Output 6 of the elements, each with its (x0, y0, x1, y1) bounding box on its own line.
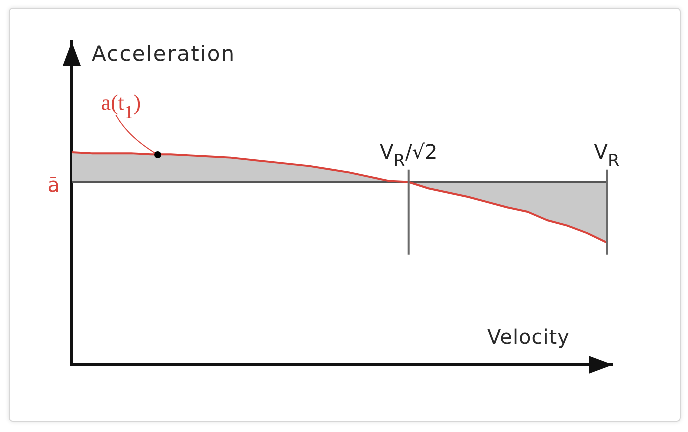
series-label: ā (48, 173, 60, 198)
x-tick-label: V$_{R}$ (594, 140, 620, 172)
x-axis-title: Velocity (488, 325, 570, 349)
x-tick-label: V$_{R}$/√2 (380, 140, 438, 172)
y-axis-title: Acceleration (92, 42, 236, 66)
text: a(t$_{1}$) (101, 90, 142, 124)
